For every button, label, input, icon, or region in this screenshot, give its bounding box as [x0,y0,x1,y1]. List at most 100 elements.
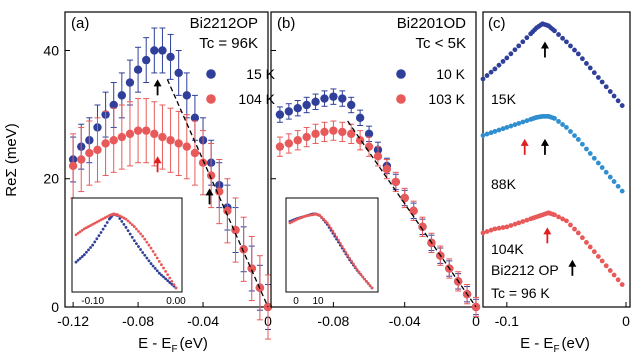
data-point [611,272,617,278]
sample-label: Bi2212OP [190,15,258,32]
inset-point [155,256,159,260]
inset-point [141,234,145,238]
data-point [77,155,86,164]
inset-point [118,217,122,220]
inset-point [118,214,122,218]
inset-point [331,229,335,233]
data-point [223,206,232,216]
inset-point [130,223,134,227]
plot-frame [482,11,631,308]
inset-point [324,219,327,223]
data-point [500,126,506,132]
tc-label: Tc = 96 K [491,285,550,301]
inset-point [333,232,337,236]
data-point [109,100,118,110]
inset-point [135,227,138,231]
data-point [355,113,365,123]
data-point [133,126,143,135]
inset-tick-label: 0 [293,296,299,307]
data-point [520,219,526,224]
data-point [560,216,566,222]
data-point [599,165,605,170]
inset-point [318,214,322,217]
data-point [190,113,200,123]
data-point [572,47,577,53]
data-point [109,136,118,145]
data-point [480,76,486,82]
data-point [611,179,617,184]
inset-point [126,219,130,223]
inset-point [157,271,161,275]
x-axis-label-c: E - EF (eV) [520,335,590,354]
x-tick-label: 0 [472,313,480,329]
inset-point [137,245,140,248]
x-tick-label: -0.12 [57,313,89,329]
inset-point [153,253,157,257]
data-point [516,120,522,126]
inset-point [168,276,172,280]
data-point [564,39,569,45]
data-point [508,123,514,129]
inset-point [103,216,107,220]
red-arrow-icon [153,156,162,173]
data-point [575,137,581,142]
data-point [575,51,581,57]
inset-point [149,246,153,250]
inset-point [141,251,145,254]
data-point [524,35,530,41]
data-point [512,122,518,128]
inset-tick-label: 10 [312,296,324,307]
data-point [239,245,248,254]
inset-point [97,219,101,223]
data-point [198,158,208,167]
inset-point [366,282,370,285]
data-point [190,148,200,158]
data-point [142,55,151,65]
inset-point [89,246,92,249]
data-point [364,142,374,151]
data-point [603,169,609,175]
inset-point [170,282,174,286]
x-tick-label: 0 [622,313,630,329]
data-point [496,62,502,68]
inset-point [172,283,176,287]
data-point [552,212,557,218]
arrow-icon-head [568,259,577,267]
data-point [492,66,498,72]
data-point [329,126,338,135]
red-arrow-icon-head [153,156,162,164]
inset-point [166,279,170,282]
data-point [158,46,167,55]
inset-point [105,215,109,218]
data-point [512,221,518,227]
panel-label: (b) [277,15,295,32]
arrow-icon [205,188,214,205]
inset-point [101,227,105,231]
inset-point [76,231,80,235]
data-point [338,94,347,103]
data-point [552,115,557,121]
panel-b: -0.08 -0.04 0 (b) Bi2201OD Tc < 5K 10 K 103 K 0 1… [270,11,481,329]
data-point [284,139,294,148]
data-point [607,268,613,273]
inset-point [357,270,361,274]
inset-point [130,235,134,239]
inset-point [350,259,353,263]
data-point [552,28,557,34]
inset-point [322,217,325,221]
panel-c: -0.1 0 (c) 15K 88K 104K Bi2212 OP Tc = 96 K [480,11,631,329]
data-point [311,97,320,106]
data-point [320,94,329,103]
data-point [142,126,151,135]
inset-point [76,258,80,262]
data-point [364,129,374,139]
inset-point [157,259,161,263]
inset-point [74,233,78,237]
inset-point [126,229,130,233]
data-point [117,132,127,142]
data-point [150,46,159,55]
inset-point [103,224,107,228]
x-tick-label: -0.08 [122,313,154,329]
inset-point [80,228,84,232]
legend-label: 10 K [436,66,465,82]
